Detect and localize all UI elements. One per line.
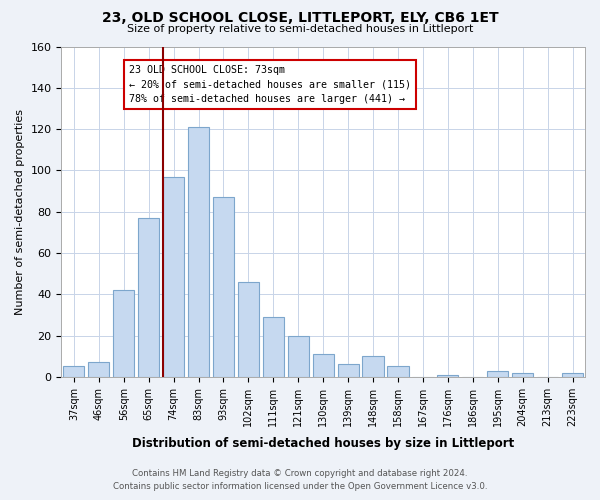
Bar bbox=[487, 370, 508, 377]
Bar bbox=[437, 374, 458, 377]
Bar bbox=[213, 197, 234, 377]
Bar bbox=[512, 372, 533, 377]
Bar bbox=[287, 336, 309, 377]
Bar bbox=[362, 356, 383, 377]
Text: 23 OLD SCHOOL CLOSE: 73sqm
← 20% of semi-detached houses are smaller (115)
78% o: 23 OLD SCHOOL CLOSE: 73sqm ← 20% of semi… bbox=[130, 64, 412, 104]
Bar bbox=[63, 366, 85, 377]
Bar bbox=[88, 362, 109, 377]
Y-axis label: Number of semi-detached properties: Number of semi-detached properties bbox=[15, 108, 25, 314]
Bar bbox=[263, 317, 284, 377]
Bar bbox=[113, 290, 134, 377]
Bar bbox=[188, 127, 209, 377]
Bar bbox=[338, 364, 359, 377]
Bar bbox=[313, 354, 334, 377]
Text: Contains HM Land Registry data © Crown copyright and database right 2024.
Contai: Contains HM Land Registry data © Crown c… bbox=[113, 470, 487, 491]
Bar bbox=[163, 176, 184, 377]
Bar bbox=[388, 366, 409, 377]
Bar bbox=[562, 372, 583, 377]
Bar bbox=[238, 282, 259, 377]
X-axis label: Distribution of semi-detached houses by size in Littleport: Distribution of semi-detached houses by … bbox=[132, 437, 514, 450]
Bar bbox=[138, 218, 159, 377]
Text: 23, OLD SCHOOL CLOSE, LITTLEPORT, ELY, CB6 1ET: 23, OLD SCHOOL CLOSE, LITTLEPORT, ELY, C… bbox=[101, 12, 499, 26]
Text: Size of property relative to semi-detached houses in Littleport: Size of property relative to semi-detach… bbox=[127, 24, 473, 34]
